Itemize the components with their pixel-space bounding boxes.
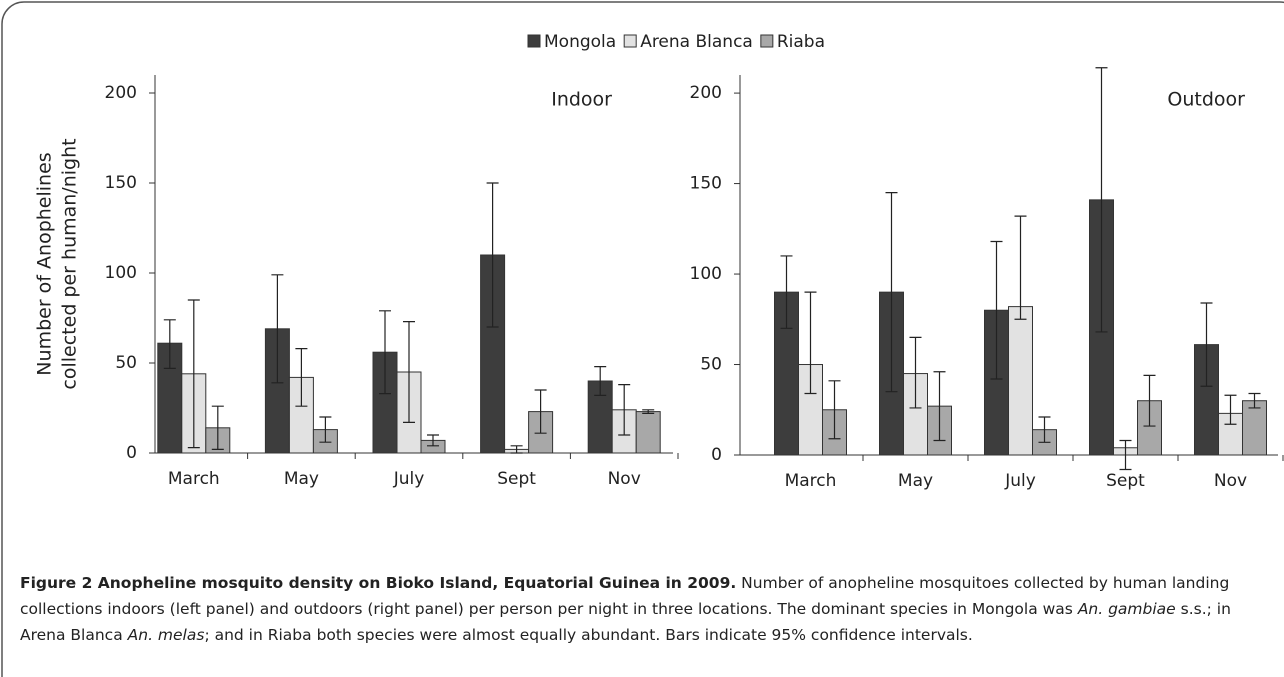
error-bar	[780, 255, 793, 329]
error-bar	[534, 389, 547, 434]
error-bar	[618, 384, 631, 436]
x-tick-label: May	[898, 471, 933, 491]
caption-text: An. melas	[127, 626, 205, 644]
error-bar	[379, 310, 391, 395]
caption-text: ; and in Riaba both species were almost …	[204, 626, 973, 644]
y-tick-label: 150	[690, 174, 722, 194]
x-tick-label: Nov	[608, 469, 641, 489]
panel-title: Outdoor	[1167, 89, 1245, 111]
caption-text: Number of anopheline mosquitoes collecte…	[20, 574, 1230, 618]
error-bar	[427, 434, 439, 447]
legend-swatch	[623, 34, 637, 48]
error-bar	[187, 299, 200, 449]
error-bar	[403, 321, 415, 423]
bar	[635, 411, 661, 454]
x-tick-label: Sept	[497, 469, 536, 489]
x-tick-label: March	[168, 469, 220, 489]
y-tick-label: 100	[105, 263, 137, 283]
error-bar	[1200, 302, 1213, 387]
error-bar	[486, 182, 499, 328]
error-bar	[990, 240, 1003, 380]
y-tick-label: 0	[711, 445, 722, 465]
error-bar	[1095, 67, 1108, 333]
y-axis-label: collected per human/night	[59, 138, 81, 389]
error-bar	[1248, 392, 1261, 409]
caption-text: s.s.; in Arena Blanca	[20, 600, 1231, 644]
x-tick-label: July	[393, 469, 425, 489]
y-tick-label: 200	[690, 83, 722, 103]
error-bar	[1143, 374, 1156, 427]
error-bar	[1014, 215, 1027, 320]
caption: Figure 2 Anopheline mosquito density on …	[20, 570, 1270, 648]
y-axis-label: Number of Anophelines	[34, 152, 56, 375]
error-bar	[211, 405, 224, 450]
error-bar	[885, 192, 898, 393]
y-tick-label: 100	[690, 264, 722, 284]
error-bar	[1224, 394, 1237, 425]
y-tick-label: 50	[700, 355, 722, 375]
y-tick-label: 150	[105, 173, 137, 193]
bar	[372, 351, 398, 454]
error-bar	[295, 348, 308, 407]
x-tick-label: Nov	[1214, 471, 1247, 491]
panel-title: Indoor	[551, 89, 612, 111]
x-tick-label: Sept	[1106, 471, 1145, 491]
y-tick-label: 0	[126, 443, 137, 463]
error-bar	[319, 416, 332, 443]
legend-swatch	[760, 34, 774, 48]
error-bar	[804, 291, 817, 395]
x-tick-label: May	[284, 469, 319, 489]
x-tick-label: March	[785, 471, 837, 491]
error-bar	[933, 371, 946, 442]
legend-label: Riaba	[777, 32, 825, 52]
error-bar	[909, 336, 922, 409]
error-bar	[828, 380, 841, 440]
error-bar	[1119, 439, 1132, 471]
error-bar	[163, 319, 176, 369]
error-bar	[594, 366, 607, 396]
y-tick-label: 200	[105, 83, 137, 103]
y-tick-label: 50	[115, 353, 137, 373]
legend-swatch	[527, 34, 541, 48]
error-bar	[1038, 416, 1051, 443]
bar	[1008, 306, 1033, 456]
x-tick-label: July	[1004, 471, 1036, 491]
bar	[1242, 400, 1267, 456]
caption-text: An. gambiae	[1077, 600, 1176, 618]
legend-label: Arena Blanca	[640, 32, 753, 52]
legend-label: Mongola	[544, 32, 616, 52]
error-bar	[642, 409, 655, 414]
caption-title: Figure 2 Anopheline mosquito density on …	[20, 574, 737, 592]
error-bar	[510, 445, 523, 454]
error-bar	[271, 274, 284, 384]
